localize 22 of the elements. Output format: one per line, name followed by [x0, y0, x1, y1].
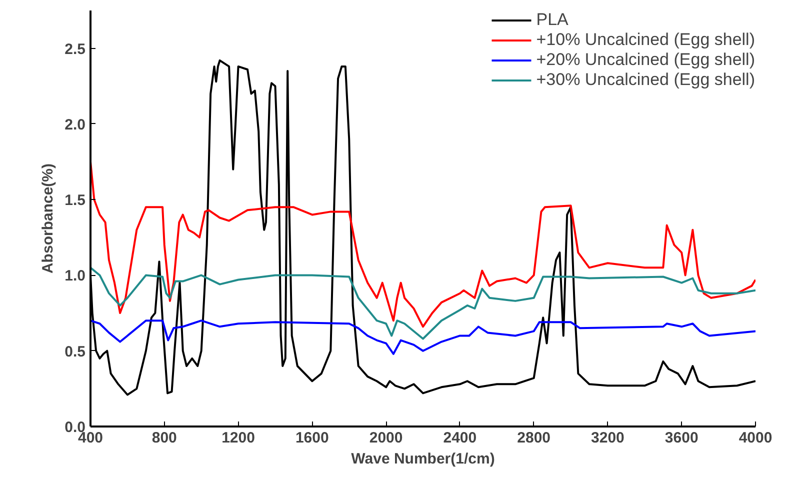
x-tick-label: 800: [152, 430, 177, 446]
y-tick-label: 0.5: [64, 343, 86, 360]
legend-label: +10% Uncalcined (Egg shell): [536, 30, 755, 50]
y-axis-title: Absorbance(%): [40, 163, 57, 274]
y-tick-label: 1.5: [64, 192, 86, 210]
legend-label: +20% Uncalcined (Egg shell): [536, 50, 755, 70]
x-tick-label: 3200: [591, 430, 624, 446]
line-series: [90, 266, 756, 340]
x-tick-label: 2000: [369, 430, 403, 446]
line-series: [90, 320, 756, 355]
legend-label: PLA: [536, 10, 568, 30]
x-axis-title: Wave Number(1/cm): [351, 450, 495, 468]
x-tick-label: 1200: [222, 430, 255, 446]
y-tick-label: 2.0: [64, 116, 86, 134]
legend-label: +30% Uncalcined (Egg shell): [536, 70, 755, 90]
x-tick-label: 2400: [443, 430, 477, 446]
y-tick-label: 2.5: [64, 40, 86, 58]
y-tick-label: 1.0: [64, 268, 86, 285]
x-tick-label: 3600: [664, 430, 698, 446]
x-tick-label: 4000: [738, 430, 772, 446]
x-tick-label: 2800: [517, 430, 551, 446]
x-tick-label: 1600: [295, 430, 329, 446]
